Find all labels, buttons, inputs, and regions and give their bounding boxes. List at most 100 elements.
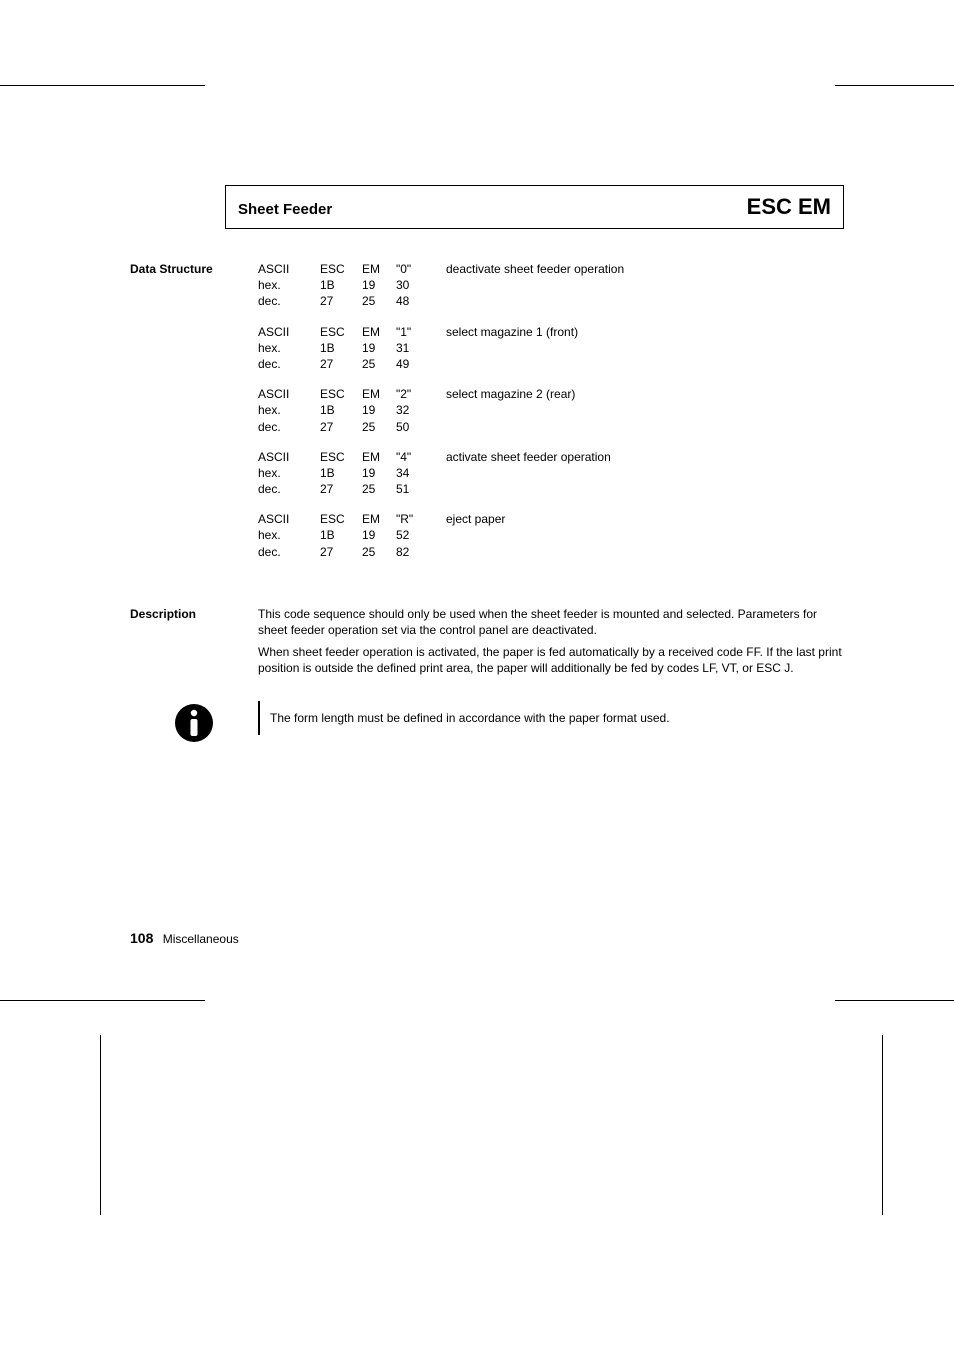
ds-cell: 1B bbox=[320, 527, 362, 543]
crop-mark bbox=[0, 85, 205, 86]
ds-cell: 27 bbox=[320, 544, 362, 560]
ds-cell: eject paper bbox=[446, 511, 844, 527]
ds-cell: dec. bbox=[258, 293, 320, 309]
ds-cell: deactivate sheet feeder operation bbox=[446, 261, 844, 277]
ds-cell: 25 bbox=[362, 419, 396, 435]
crop-mark bbox=[0, 1000, 205, 1001]
ds-cell: 19 bbox=[362, 465, 396, 481]
ds-cell: "R" bbox=[396, 511, 446, 527]
ds-cell: "2" bbox=[396, 386, 446, 402]
ds-block: ASCII ESC EM "2" select magazine 2 (rear… bbox=[258, 386, 844, 435]
ds-row: ASCII ESC EM "0" deactivate sheet feeder… bbox=[258, 261, 844, 277]
ds-cell: 25 bbox=[362, 544, 396, 560]
ds-cell bbox=[446, 340, 844, 356]
ds-row: dec. 27 25 48 bbox=[258, 293, 844, 309]
ds-row: dec. 27 25 82 bbox=[258, 544, 844, 560]
ds-cell: dec. bbox=[258, 419, 320, 435]
ds-cell: ESC bbox=[320, 449, 362, 465]
ds-cell: ASCII bbox=[258, 386, 320, 402]
ds-cell: 48 bbox=[396, 293, 446, 309]
ds-cell: select magazine 1 (front) bbox=[446, 324, 844, 340]
crop-mark bbox=[835, 85, 954, 86]
ds-cell bbox=[446, 277, 844, 293]
ds-block: ASCII ESC EM "R" eject paper hex. 1B 19 … bbox=[258, 511, 844, 560]
ds-block: ASCII ESC EM "0" deactivate sheet feeder… bbox=[258, 261, 844, 310]
ds-cell bbox=[446, 527, 844, 543]
ds-cell: 27 bbox=[320, 481, 362, 497]
crop-mark bbox=[100, 1035, 101, 1215]
ds-row: hex. 1B 19 52 bbox=[258, 527, 844, 543]
page-footer: 108 Miscellaneous bbox=[130, 930, 239, 946]
ds-cell: "4" bbox=[396, 449, 446, 465]
title-box: Sheet Feeder ESC EM bbox=[225, 185, 844, 229]
data-structure-section: Data Structure ASCII ESC EM "0" deactiva… bbox=[130, 261, 844, 574]
ds-block: ASCII ESC EM "4" activate sheet feeder o… bbox=[258, 449, 844, 498]
ds-row: hex. 1B 19 34 bbox=[258, 465, 844, 481]
description-label: Description bbox=[130, 606, 258, 683]
data-structure-body: ASCII ESC EM "0" deactivate sheet feeder… bbox=[258, 261, 844, 574]
data-structure-label: Data Structure bbox=[130, 261, 258, 574]
ds-row: dec. 27 25 51 bbox=[258, 481, 844, 497]
ds-cell bbox=[446, 356, 844, 372]
ds-cell: 27 bbox=[320, 293, 362, 309]
ds-cell bbox=[446, 293, 844, 309]
ds-cell: EM bbox=[362, 261, 396, 277]
ds-cell: 1B bbox=[320, 402, 362, 418]
ds-cell: dec. bbox=[258, 481, 320, 497]
ds-cell: activate sheet feeder operation bbox=[446, 449, 844, 465]
crop-mark bbox=[835, 1000, 954, 1001]
note-text: The form length must be defined in accor… bbox=[258, 701, 844, 735]
ds-cell: hex. bbox=[258, 465, 320, 481]
ds-row: ASCII ESC EM "4" activate sheet feeder o… bbox=[258, 449, 844, 465]
ds-cell: 49 bbox=[396, 356, 446, 372]
ds-cell: EM bbox=[362, 386, 396, 402]
ds-cell: select magazine 2 (rear) bbox=[446, 386, 844, 402]
footer-section: Miscellaneous bbox=[163, 932, 239, 946]
ds-cell: 51 bbox=[396, 481, 446, 497]
description-body: This code sequence should only be used w… bbox=[258, 606, 844, 683]
ds-cell: 19 bbox=[362, 402, 396, 418]
ds-cell: "0" bbox=[396, 261, 446, 277]
ds-row: ASCII ESC EM "R" eject paper bbox=[258, 511, 844, 527]
ds-cell: 30 bbox=[396, 277, 446, 293]
ds-row: hex. 1B 19 31 bbox=[258, 340, 844, 356]
ds-cell: 1B bbox=[320, 340, 362, 356]
description-paragraph: This code sequence should only be used w… bbox=[258, 606, 844, 638]
ds-cell: 32 bbox=[396, 402, 446, 418]
ds-block: ASCII ESC EM "1" select magazine 1 (fron… bbox=[258, 324, 844, 373]
ds-cell: dec. bbox=[258, 544, 320, 560]
ds-cell: 25 bbox=[362, 293, 396, 309]
ds-cell: ESC bbox=[320, 511, 362, 527]
ds-cell bbox=[446, 481, 844, 497]
note-row: The form length must be defined in accor… bbox=[130, 701, 844, 745]
ds-cell: 50 bbox=[396, 419, 446, 435]
ds-cell: ESC bbox=[320, 261, 362, 277]
ds-row: hex. 1B 19 30 bbox=[258, 277, 844, 293]
ds-cell: 25 bbox=[362, 356, 396, 372]
ds-cell: 19 bbox=[362, 340, 396, 356]
ds-cell: 82 bbox=[396, 544, 446, 560]
description-section: Description This code sequence should on… bbox=[130, 606, 844, 683]
crop-mark bbox=[882, 1035, 883, 1215]
ds-cell: ASCII bbox=[258, 511, 320, 527]
page-number: 108 bbox=[130, 930, 153, 946]
ds-cell: 27 bbox=[320, 419, 362, 435]
ds-cell: 31 bbox=[396, 340, 446, 356]
ds-cell: 52 bbox=[396, 527, 446, 543]
ds-cell: dec. bbox=[258, 356, 320, 372]
description-paragraph: When sheet feeder operation is activated… bbox=[258, 644, 844, 676]
ds-cell: EM bbox=[362, 324, 396, 340]
ds-cell bbox=[446, 402, 844, 418]
ds-cell: ASCII bbox=[258, 261, 320, 277]
ds-cell: 27 bbox=[320, 356, 362, 372]
ds-cell: "1" bbox=[396, 324, 446, 340]
ds-cell: hex. bbox=[258, 402, 320, 418]
ds-cell: 1B bbox=[320, 465, 362, 481]
ds-cell: hex. bbox=[258, 340, 320, 356]
ds-cell: ASCII bbox=[258, 324, 320, 340]
ds-cell: hex. bbox=[258, 277, 320, 293]
ds-cell: EM bbox=[362, 511, 396, 527]
ds-cell: ESC bbox=[320, 324, 362, 340]
info-icon bbox=[130, 701, 258, 745]
ds-cell: 19 bbox=[362, 527, 396, 543]
